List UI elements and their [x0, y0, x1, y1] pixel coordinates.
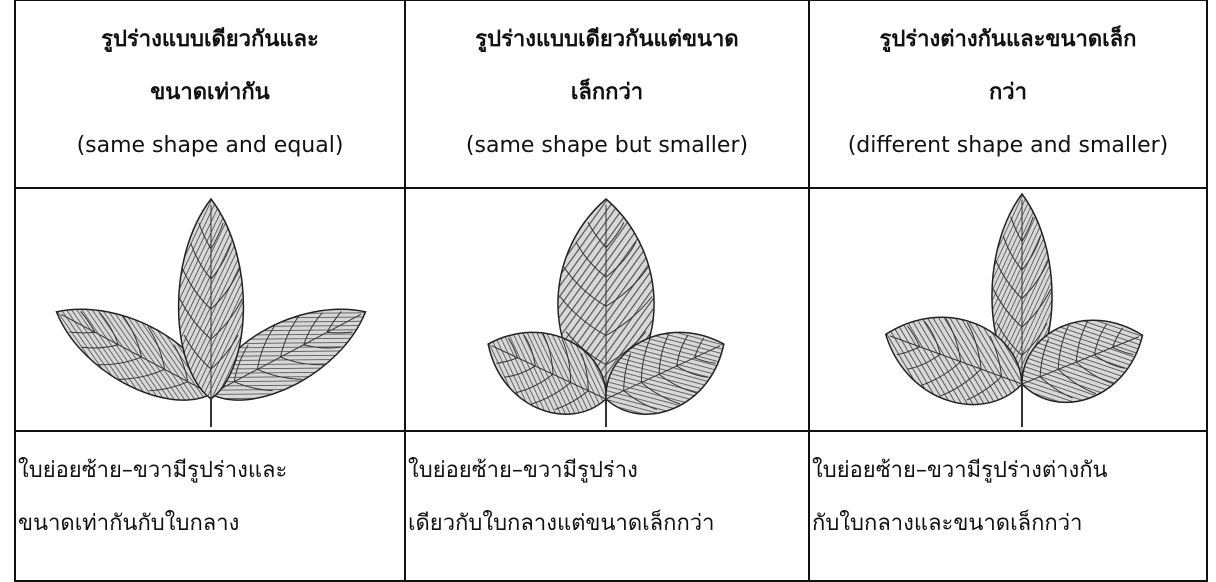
description-cell: ใบย่อยซ้าย–ขวามีรูปร่างต่างกัน กับใบกลาง…	[808, 430, 1208, 582]
title-line: รูปร่างต่างกันและขนาดเล็ก	[879, 27, 1137, 52]
title-line: ขนาดเท่ากัน	[150, 80, 270, 105]
description-line: ใบย่อยซ้าย–ขวามีรูปร่างต่างกัน	[812, 458, 1108, 483]
subtitle: (different shape and smaller)	[847, 133, 1169, 158]
description-line: ขนาดเท่ากันกับใบกลาง	[18, 511, 240, 536]
leaf-illustration	[40, 197, 382, 427]
leaf-illustration	[471, 197, 741, 430]
leaf-illustration	[870, 192, 1159, 427]
header-cell: รูปร่างแบบเดียวกันและ ขนาดเท่ากัน (same …	[14, 0, 406, 189]
description-line: ใบย่อยซ้าย–ขวามีรูปร่างและ	[18, 458, 288, 483]
image-cell	[14, 187, 406, 432]
description-cell: ใบย่อยซ้าย–ขวามีรูปร่างและ ขนาดเท่ากันกั…	[14, 430, 406, 582]
description-line: กับใบกลางและขนาดเล็กกว่า	[812, 511, 1083, 536]
subtitle: (same shape but smaller)	[465, 133, 749, 158]
description-line: ใบย่อยซ้าย–ขวามีรูปร่าง	[408, 458, 638, 483]
header-cell: รูปร่างแบบเดียวกันแต่ขนาด เล็กกว่า (same…	[404, 0, 810, 189]
comparison-table: รูปร่างแบบเดียวกันและ ขนาดเท่ากัน (same …	[14, 0, 1208, 582]
header-row: รูปร่างแบบเดียวกันและ ขนาดเท่ากัน (same …	[14, 0, 1208, 189]
image-cell	[808, 187, 1208, 432]
image-row	[14, 187, 1208, 432]
title-line: กว่า	[988, 80, 1028, 105]
title-line: รูปร่างแบบเดียวกันแต่ขนาด	[475, 27, 739, 52]
subtitle: (same shape and equal)	[76, 133, 344, 158]
image-cell	[404, 187, 810, 432]
description-cell: ใบย่อยซ้าย–ขวามีรูปร่าง เดียวกับใบกลางแต…	[404, 430, 810, 582]
description-line: เดียวกับใบกลางแต่ขนาดเล็กกว่า	[408, 511, 715, 536]
title-line: รูปร่างแบบเดียวกันและ	[101, 27, 319, 52]
title-line: เล็กกว่า	[570, 80, 644, 105]
header-cell: รูปร่างต่างกันและขนาดเล็ก กว่า (differen…	[808, 0, 1208, 189]
description-row: ใบย่อยซ้าย–ขวามีรูปร่างและ ขนาดเท่ากันกั…	[14, 430, 1208, 582]
